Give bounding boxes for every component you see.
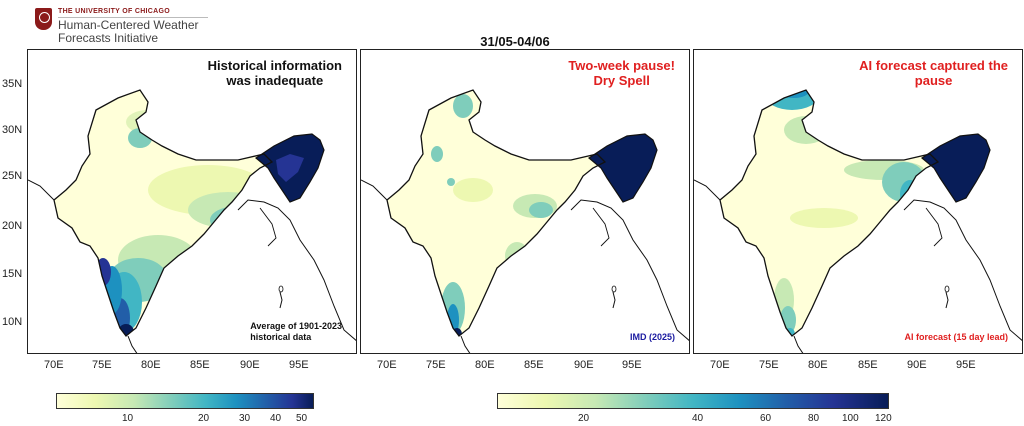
panel-note-line2: historical data — [250, 332, 312, 342]
map-panel-ai-forecast: AI forecast captured the pause AI foreca… — [693, 49, 1023, 354]
panel-title: Two-week pause! Dry Spell — [568, 58, 675, 88]
lat-tick: 10N — [2, 316, 23, 328]
lon-tick: 85E — [524, 359, 544, 371]
lon-tick: 80E — [808, 359, 828, 371]
colorbar-tick: 100 — [842, 413, 859, 424]
lon-tick: 75E — [426, 359, 446, 371]
lon-tick: 70E — [377, 359, 397, 371]
map-panel-observed: Two-week pause! Dry Spell IMD (2025) — [360, 49, 690, 354]
colorbar-tick: 80 — [808, 413, 820, 424]
lon-tick: 80E — [141, 359, 161, 371]
historical-rainfall-map — [28, 89, 356, 353]
lon-tick: 85E — [858, 359, 878, 371]
lat-tick: 15N — [2, 268, 23, 280]
lon-tick: 90E — [240, 359, 260, 371]
panel-note-line1: IMD (2025) — [629, 332, 675, 342]
panel-title-line2: pause — [914, 73, 953, 88]
lon-tick: 75E — [92, 359, 112, 371]
panel-note: Average of 1901-2023 historical data — [250, 321, 342, 343]
date-range-title: 31/05-04/06 — [480, 34, 550, 49]
colorbar-tick: 30 — [239, 413, 251, 424]
colorbar-rainfall — [497, 393, 889, 409]
lon-tick: 95E — [622, 359, 642, 371]
lat-tick: 30N — [2, 124, 23, 136]
colorbar-tick: 20 — [578, 413, 590, 424]
colorbar-historical — [56, 393, 314, 409]
university-seal-icon — [35, 8, 52, 30]
lon-tick: 90E — [907, 359, 927, 371]
ai-forecast-rainfall-map — [694, 89, 1022, 353]
panel-title-line2: was inadequate — [226, 73, 324, 88]
lat-tick: 20N — [2, 220, 23, 232]
panel-title-line1: Two-week pause! — [568, 58, 675, 73]
lat-tick: 35N — [2, 78, 23, 90]
panel-title: AI forecast captured the pause — [859, 58, 1008, 88]
panel-note: IMD (2025) — [630, 332, 675, 343]
colorbar-tick: 50 — [296, 413, 308, 424]
panel-note-line1: AI forecast (15 day lead) — [904, 332, 1008, 342]
lon-tick: 80E — [475, 359, 495, 371]
panel-title-line1: AI forecast captured the — [859, 58, 1008, 73]
colorbar-tick: 10 — [122, 413, 134, 424]
colorbar-tick: 60 — [760, 413, 772, 424]
lat-tick: 25N — [2, 170, 23, 182]
colorbar-tick: 20 — [198, 413, 210, 424]
panel-note: AI forecast (15 day lead) — [904, 332, 1008, 343]
panel-title-line1: Historical information — [207, 58, 342, 73]
logo-divider — [58, 17, 208, 18]
initiative-name-line1: Human-Centered Weather — [58, 18, 199, 32]
initiative-name-line2: Forecasts Initiative — [58, 31, 159, 45]
map-panel-historical: Historical information was inadequate Av… — [27, 49, 357, 354]
colorbar-tick: 40 — [270, 413, 282, 424]
university-name: THE UNIVERSITY OF CHICAGO — [58, 8, 170, 15]
observed-rainfall-map — [361, 89, 689, 353]
colorbar-tick: 40 — [692, 413, 704, 424]
lon-tick: 95E — [956, 359, 976, 371]
lon-tick: 85E — [190, 359, 210, 371]
panel-title-line2: Dry Spell — [593, 73, 650, 88]
lon-tick: 70E — [710, 359, 730, 371]
lon-tick: 70E — [44, 359, 64, 371]
panel-note-line1: Average of 1901-2023 — [250, 321, 342, 331]
lon-tick: 75E — [759, 359, 779, 371]
colorbar-tick: 120 — [875, 413, 892, 424]
lon-tick: 90E — [574, 359, 594, 371]
lon-tick: 95E — [289, 359, 309, 371]
panel-title: Historical information was inadequate — [208, 58, 342, 88]
